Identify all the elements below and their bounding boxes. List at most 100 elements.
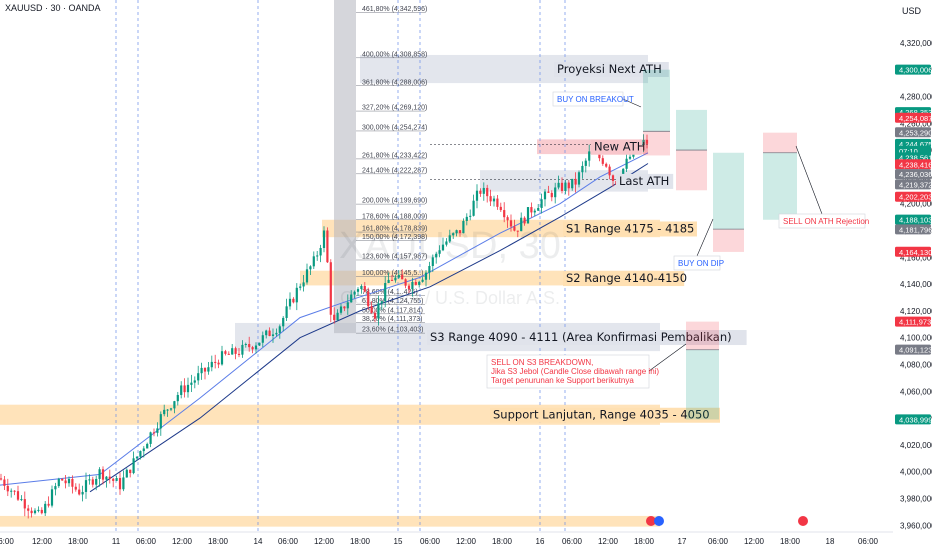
candle-body[interactable]	[472, 200, 475, 216]
candle-body[interactable]	[227, 353, 230, 355]
candle-body[interactable]	[176, 394, 179, 402]
position-2-stop[interactable]	[676, 150, 707, 191]
candle-body[interactable]	[435, 253, 438, 258]
candle-body[interactable]	[581, 165, 584, 173]
candle-body[interactable]	[81, 491, 84, 495]
candle-body[interactable]	[78, 489, 81, 495]
candle-body[interactable]	[384, 283, 387, 302]
candle-body[interactable]	[584, 160, 587, 166]
candle-body[interactable]	[479, 190, 482, 194]
candle-body[interactable]	[547, 191, 550, 193]
candle-body[interactable]	[628, 156, 632, 159]
candle-body[interactable]	[112, 478, 115, 481]
candle-body[interactable]	[203, 367, 207, 372]
candle-body[interactable]	[84, 480, 88, 492]
candle-body[interactable]	[407, 285, 411, 290]
candle-body[interactable]	[445, 241, 448, 245]
candle-body[interactable]	[190, 382, 193, 385]
candle-body[interactable]	[108, 476, 111, 479]
candle-body[interactable]	[115, 478, 118, 481]
candle-body[interactable]	[431, 257, 434, 266]
candle-body[interactable]	[526, 207, 530, 224]
buy-on-breakout-stop[interactable]	[643, 131, 670, 156]
candle-body[interactable]	[285, 306, 288, 318]
candle-body[interactable]	[316, 255, 319, 257]
candle-body[interactable]	[567, 182, 570, 189]
candle-body[interactable]	[71, 478, 74, 487]
candle-body[interactable]	[455, 230, 458, 234]
candle-body[interactable]	[95, 478, 98, 485]
candle-body[interactable]	[166, 409, 169, 411]
candle-body[interactable]	[220, 351, 224, 365]
candle-body[interactable]	[601, 158, 604, 164]
candle-body[interactable]	[292, 298, 295, 303]
candle-body[interactable]	[414, 281, 417, 285]
candle-body[interactable]	[625, 158, 628, 169]
candle-body[interactable]	[200, 367, 203, 374]
candle-body[interactable]	[319, 247, 322, 256]
candle-body[interactable]	[469, 215, 472, 217]
sell-on-ath-rejection-target[interactable]	[763, 152, 797, 220]
candle-body[interactable]	[149, 432, 152, 444]
candle-body[interactable]	[611, 175, 615, 181]
candle-body[interactable]	[159, 414, 162, 429]
candle-body[interactable]	[343, 306, 346, 309]
candle-body[interactable]	[135, 456, 139, 459]
candle-body[interactable]	[302, 282, 305, 287]
candle-body[interactable]	[475, 190, 479, 201]
candle-body[interactable]	[30, 510, 33, 514]
candle-body[interactable]	[404, 279, 407, 286]
candle-body[interactable]	[370, 306, 373, 313]
event-flag-icon[interactable]	[798, 516, 808, 526]
candle-body[interactable]	[377, 303, 380, 319]
candle-body[interactable]	[390, 279, 394, 281]
candle-body[interactable]	[295, 287, 298, 303]
candle-body[interactable]	[387, 279, 390, 284]
candle-body[interactable]	[278, 326, 281, 333]
candle-body[interactable]	[438, 250, 441, 254]
candle-body[interactable]	[61, 478, 64, 481]
candle-body[interactable]	[520, 217, 523, 232]
candle-body[interactable]	[27, 508, 30, 511]
buy-on-breakout-target[interactable]	[643, 69, 670, 132]
candle-body[interactable]	[91, 479, 94, 485]
candle-body[interactable]	[550, 192, 553, 198]
candle-body[interactable]	[118, 478, 122, 490]
candles-layer[interactable]	[0, 134, 649, 519]
candle-body[interactable]	[554, 187, 557, 198]
event-flag-icon[interactable]	[646, 516, 656, 526]
candle-body[interactable]	[244, 344, 247, 346]
candle-body[interactable]	[3, 479, 6, 486]
candle-body[interactable]	[268, 330, 271, 336]
candle-body[interactable]	[326, 230, 329, 263]
candle-body[interactable]	[339, 306, 343, 313]
candle-body[interactable]	[441, 244, 445, 251]
candle-body[interactable]	[101, 469, 105, 480]
candle-body[interactable]	[523, 217, 526, 224]
candle-body[interactable]	[482, 187, 485, 194]
candle-body[interactable]	[13, 490, 16, 492]
candle-body[interactable]	[360, 286, 363, 290]
candle-body[interactable]	[356, 289, 360, 292]
candle-body[interactable]	[373, 312, 377, 319]
candle-body[interactable]	[44, 503, 47, 514]
candle-body[interactable]	[503, 210, 506, 218]
candle-body[interactable]	[207, 367, 210, 372]
sell-on-s3-breakdown-stop[interactable]	[686, 321, 719, 350]
candle-body[interactable]	[353, 291, 356, 295]
event-icons[interactable]	[646, 516, 808, 526]
candle-body[interactable]	[282, 317, 285, 327]
candle-body[interactable]	[322, 230, 326, 248]
candle-body[interactable]	[57, 478, 60, 487]
buy-on-dip-target[interactable]	[713, 152, 744, 230]
candle-body[interactable]	[608, 166, 611, 176]
candle-body[interactable]	[489, 196, 492, 202]
candle-body[interactable]	[169, 408, 173, 410]
candle-body[interactable]	[506, 217, 509, 221]
positions-layer[interactable]	[643, 69, 797, 420]
candle-body[interactable]	[186, 384, 190, 393]
candle-body[interactable]	[533, 210, 536, 213]
candle-body[interactable]	[513, 226, 516, 231]
candle-body[interactable]	[16, 491, 20, 500]
candle-body[interactable]	[105, 476, 108, 480]
